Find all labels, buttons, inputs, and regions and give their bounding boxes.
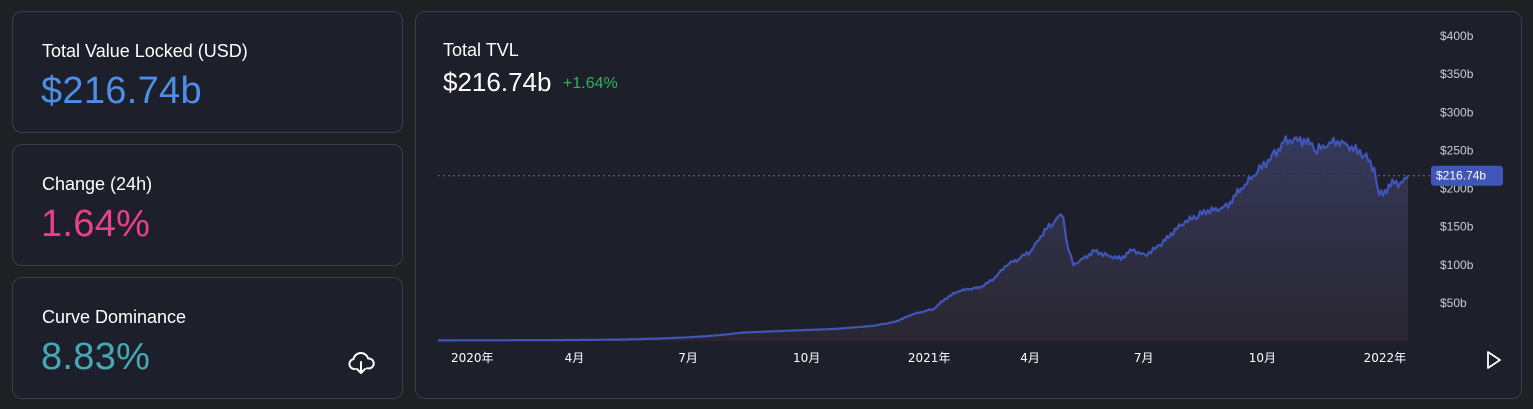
curve-dominance-label: Curve Dominance bbox=[42, 307, 187, 327]
tvl-chart-card: $50b $100b $150b $200b $250b $300b $350b $400b … bbox=[415, 11, 1522, 399]
x-tick-label: 7月 bbox=[678, 351, 698, 365]
download-button[interactable] bbox=[346, 348, 376, 378]
y-tick-label: $400b bbox=[1440, 29, 1474, 43]
total-value-locked-label: Total Value Locked (USD) bbox=[42, 41, 248, 61]
chart-total-value: $216.74b bbox=[443, 67, 552, 97]
x-tick-label: 4月 bbox=[565, 351, 585, 365]
x-tick-label: 10月 bbox=[793, 351, 820, 365]
total-value-locked-card: Total Value Locked (USD) $216.74b bbox=[12, 11, 403, 133]
x-tick-label: 4月 bbox=[1020, 351, 1040, 365]
change-24h-value: 1.64% bbox=[41, 203, 151, 245]
change-24h-label: Change (24h) bbox=[42, 174, 153, 194]
y-tick-label: $150b bbox=[1440, 220, 1474, 234]
play-button[interactable] bbox=[1485, 350, 1503, 370]
y-tick-label: $250b bbox=[1440, 143, 1474, 157]
x-tick-label: 2020年 bbox=[451, 351, 494, 365]
x-tick-label: 10月 bbox=[1249, 351, 1276, 365]
play-icon bbox=[1487, 351, 1501, 369]
current-value-label: $216.74b bbox=[1436, 169, 1486, 183]
total-value-locked-value: $216.74b bbox=[41, 70, 202, 112]
change-24h-card: Change (24h) 1.64% bbox=[12, 144, 403, 266]
chart-title: Total TVL bbox=[443, 40, 519, 60]
y-tick-label: $50b bbox=[1440, 296, 1467, 310]
tvl-line bbox=[438, 135, 1409, 342]
cloud-download-icon bbox=[348, 352, 375, 374]
x-tick-label: 2022年 bbox=[1364, 351, 1407, 365]
x-tick-label: 2021年 bbox=[908, 351, 951, 365]
y-tick-label: $350b bbox=[1440, 67, 1474, 81]
tvl-chart[interactable]: $50b$100b$150b$200b$250b$300b$350b$400b … bbox=[416, 12, 1522, 399]
y-tick-label: $100b bbox=[1440, 258, 1474, 272]
curve-dominance-value: 8.83% bbox=[41, 336, 151, 378]
chart-change-value: +1.64% bbox=[563, 75, 618, 92]
x-tick-label: 7月 bbox=[1134, 351, 1154, 365]
curve-dominance-card: Curve Dominance 8.83% bbox=[12, 277, 403, 399]
y-tick-label: $300b bbox=[1440, 105, 1474, 119]
current-value-marker: $216.74b bbox=[1431, 165, 1503, 186]
tvl-area bbox=[438, 136, 1408, 341]
x-axis: 2020年 4月 7月 10月 2021年 4月 7月 10月 2022年 bbox=[451, 351, 1406, 365]
